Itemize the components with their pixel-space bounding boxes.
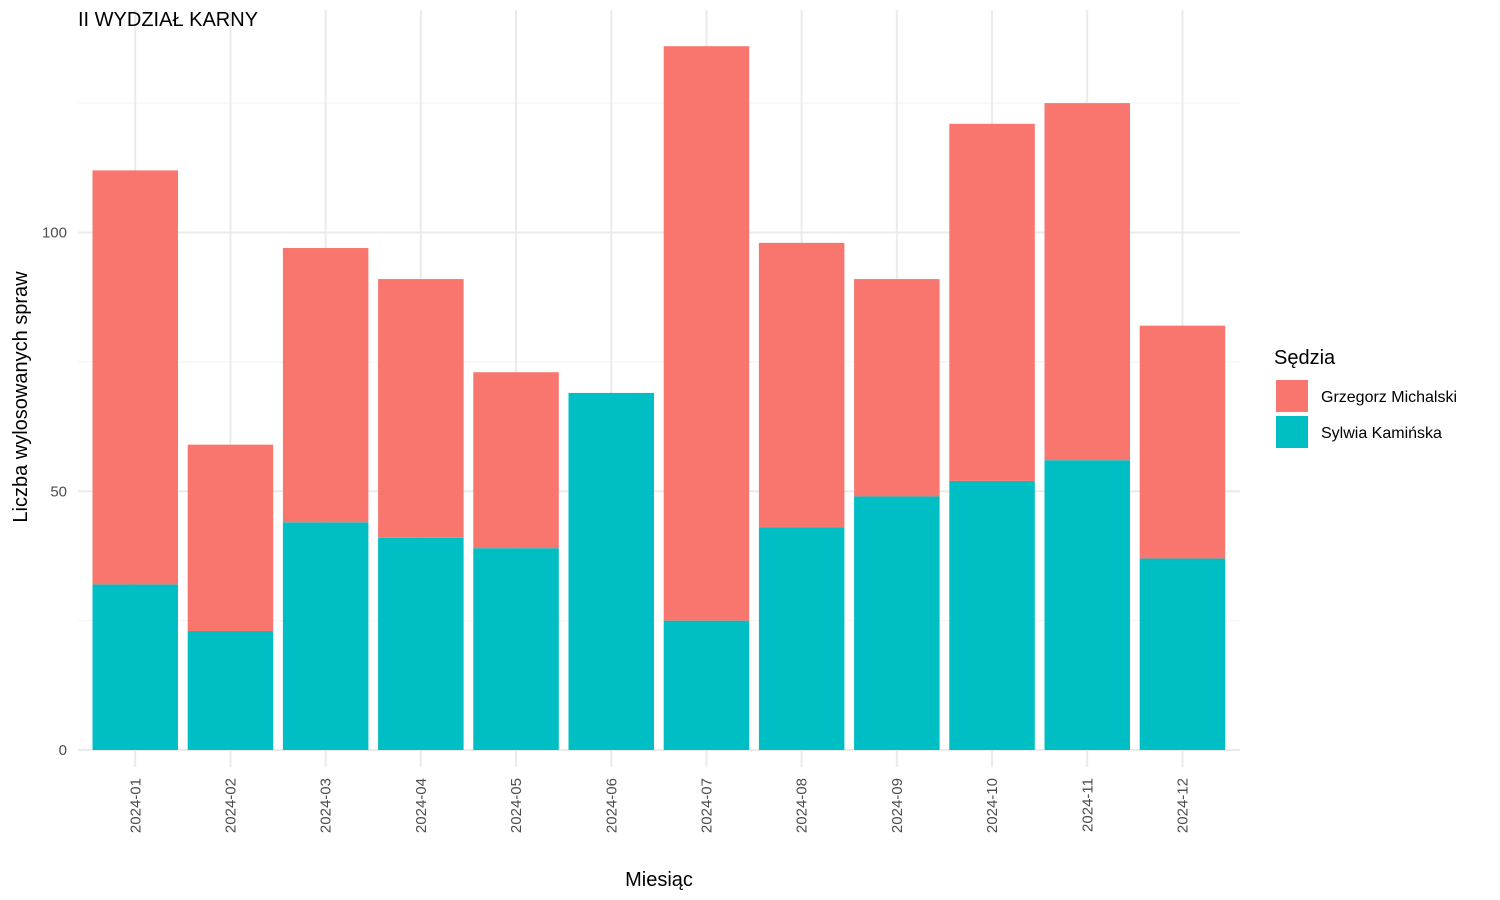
- bar-segment: [1044, 460, 1130, 750]
- bar-segment: [187, 444, 274, 631]
- bar-segment: [92, 584, 178, 750]
- chart-title: II WYDZIAŁ KARNY: [78, 9, 258, 31]
- y-tick-label: 50: [50, 483, 67, 500]
- bar-segment: [1139, 325, 1226, 559]
- legend: Sędzia Grzegorz Michalski Sylwia Kamińska: [1274, 347, 1457, 448]
- x-tick-label: 2024-06: [603, 778, 620, 833]
- bar-segment: [473, 548, 559, 750]
- legend-title: Sędzia: [1274, 347, 1336, 369]
- bar-segment: [282, 248, 369, 523]
- y-tick-label: 100: [42, 225, 67, 242]
- bar-segment: [378, 537, 464, 750]
- bar-segment: [758, 527, 845, 750]
- y-tick-label: 0: [59, 742, 67, 759]
- x-tick-label: 2024-04: [413, 778, 430, 833]
- x-tick-label: 2024-01: [127, 778, 144, 833]
- legend-key: [1276, 380, 1308, 412]
- x-tick-label: 2024-10: [984, 778, 1001, 833]
- bar-segment: [378, 279, 464, 538]
- bar-segment: [758, 242, 845, 528]
- bar-segment: [1044, 103, 1130, 461]
- x-tick-label: 2024-03: [318, 778, 335, 833]
- x-tick-label: 2024-11: [1079, 778, 1096, 832]
- x-tick-label: 2024-12: [1174, 778, 1191, 833]
- bars: [92, 46, 1226, 750]
- bar-segment: [568, 392, 654, 750]
- legend-label: Sylwia Kamińska: [1321, 425, 1442, 442]
- y-axis-ticks: 0 50 100: [42, 225, 67, 760]
- bar-segment: [854, 496, 940, 750]
- bar-segment: [949, 480, 1035, 750]
- bar-segment: [663, 620, 750, 750]
- x-axis-ticks: 2024-01 2024-02 2024-03 2024-04 2024-05 2024-…: [127, 778, 1191, 833]
- x-axis-title: Miesiąc: [625, 869, 693, 891]
- bar-segment: [949, 123, 1035, 481]
- legend-label: Grzegorz Michalski: [1321, 389, 1457, 406]
- x-tick-label: 2024-07: [698, 778, 715, 833]
- bar-segment: [854, 279, 940, 497]
- x-tick-label: 2024-08: [794, 778, 811, 833]
- bar-segment: [1139, 558, 1226, 750]
- x-tick-label: 2024-05: [508, 778, 525, 833]
- legend-key: [1276, 416, 1308, 448]
- bar-segment: [187, 630, 274, 750]
- bar-segment: [473, 372, 559, 549]
- bar-segment: [282, 522, 369, 750]
- y-axis-title: Liczba wylosowanych spraw: [10, 271, 32, 523]
- x-tick-label: 2024-02: [222, 778, 239, 833]
- bar-segment: [663, 46, 750, 621]
- bar-segment: [92, 170, 178, 585]
- x-tick-label: 2024-09: [889, 778, 906, 833]
